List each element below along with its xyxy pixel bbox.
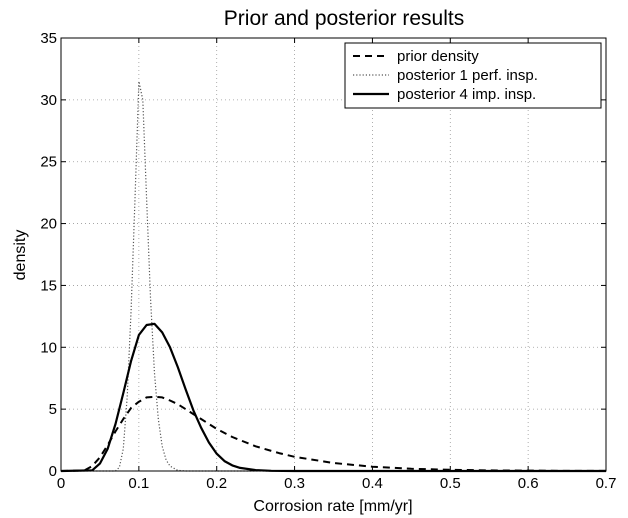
legend: prior density posterior 1 perf. insp. post… bbox=[344, 42, 602, 109]
y-tick-label: 0 bbox=[49, 463, 57, 480]
x-tick-label: 0.3 bbox=[284, 475, 305, 492]
x-tick-label: 0.7 bbox=[596, 475, 617, 492]
x-tick-label: 0.5 bbox=[440, 475, 461, 492]
x-tick-label: 0.6 bbox=[518, 475, 539, 492]
plot-frame bbox=[60, 37, 607, 472]
chart-title: Prior and posterior results bbox=[224, 7, 464, 30]
series-line-3 bbox=[60, 322, 606, 473]
x-tick-label: 0.4 bbox=[362, 475, 383, 492]
legend-box bbox=[344, 42, 602, 109]
y-tick-label: 10 bbox=[40, 339, 57, 356]
y-tick-label: 15 bbox=[40, 277, 57, 294]
series-layer bbox=[60, 80, 606, 473]
y-tick-label: 5 bbox=[49, 401, 57, 418]
legend-label: prior density bbox=[397, 48, 479, 65]
y-tick-label: 35 bbox=[40, 30, 57, 47]
legend-label: posterior 1 perf. insp. bbox=[397, 67, 538, 84]
y-tick-label: 20 bbox=[40, 216, 57, 233]
x-tick-label: 0 bbox=[57, 475, 65, 492]
ticks: 0 0.1 0.2 0.3 0.4 0.5 0.6 0.7 0 5 10 15 20 25 30 35 bbox=[40, 30, 616, 492]
series-line-2 bbox=[61, 80, 606, 472]
x-axis-label: Corrosion rate [mm/yr] bbox=[253, 498, 412, 515]
y-tick-label: 25 bbox=[40, 154, 57, 171]
grid bbox=[61, 38, 606, 471]
y-axis-label: density bbox=[12, 230, 29, 281]
series-line-1 bbox=[60, 395, 606, 472]
x-tick-label: 0.1 bbox=[128, 475, 149, 492]
x-tick-label: 0.2 bbox=[206, 475, 227, 492]
legend-label: posterior 4 imp. insp. bbox=[397, 86, 536, 103]
y-tick-label: 30 bbox=[40, 92, 57, 109]
